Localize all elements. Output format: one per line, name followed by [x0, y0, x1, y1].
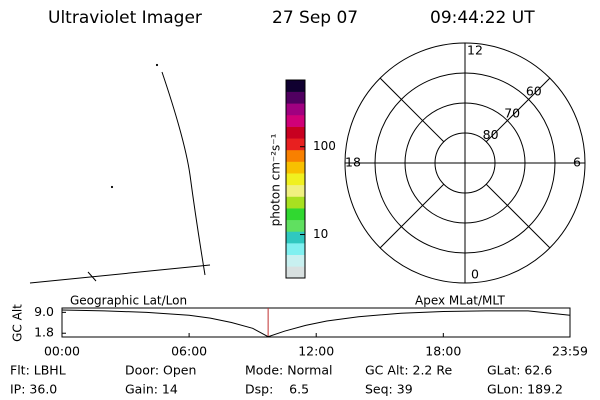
status-field: Door: Open	[125, 363, 196, 378]
x-tick-label: 18:00	[425, 344, 461, 359]
color-swatch	[286, 103, 305, 116]
polar-diag	[485, 77, 551, 143]
status-field: GLon: 189.2	[487, 382, 563, 397]
status-field: Flt: LBHL	[10, 363, 66, 378]
date: 27 Sep 07	[272, 8, 358, 28]
image-panel	[29, 63, 211, 284]
status-field: GLat: 62.6	[487, 363, 552, 378]
status-field: GC Alt: 2.2 Re	[365, 363, 452, 378]
polar-diag	[379, 77, 445, 143]
mlt-label: 6	[573, 155, 581, 170]
x-tick-label: 06:00	[171, 344, 207, 359]
color-swatch	[286, 266, 305, 279]
colorbar-tick-label: 10	[313, 227, 328, 241]
mlt-label: 12	[467, 43, 483, 58]
coast-line	[87, 271, 97, 282]
x-tick-label: 12:00	[298, 344, 334, 359]
color-swatch	[286, 254, 305, 267]
color-swatch	[286, 219, 305, 232]
status-field: Dsp: 6.5	[245, 382, 309, 397]
color-swatch	[286, 231, 305, 244]
altitude-ylabel: GC Alt	[11, 304, 25, 342]
status-field: Mode: Normal	[245, 363, 332, 378]
left-label: Geographic Lat/Lon	[70, 294, 187, 308]
y-tick-label: 9.0	[34, 304, 54, 319]
color-swatch	[286, 91, 305, 104]
status-field: Gain: 14	[125, 382, 178, 397]
color-swatch	[286, 243, 305, 256]
color-swatch	[286, 208, 305, 221]
polar-diag	[379, 183, 445, 249]
x-tick-label: 00:00	[44, 344, 80, 359]
color-swatch	[286, 173, 305, 186]
mlt-label: 18	[345, 155, 361, 170]
color-swatch	[286, 161, 305, 174]
y-tick-label: 1.8	[34, 325, 54, 340]
mlt-label: 0	[471, 267, 479, 282]
lat-label: 80	[483, 127, 499, 142]
colorbar-label: photon cm⁻²s⁻¹	[269, 133, 283, 226]
status-field: IP: 36.0	[10, 382, 57, 397]
polar-diag	[485, 183, 551, 249]
colorbar-tick-label: 100	[313, 139, 336, 153]
instrument: Ultraviolet Imager	[48, 8, 202, 28]
color-swatch	[286, 149, 305, 162]
altitude-line	[61, 309, 571, 338]
color-swatch	[286, 138, 305, 151]
limb-line	[161, 71, 206, 276]
dot	[155, 63, 159, 67]
time: 09:44:22 UT	[430, 8, 535, 28]
color-swatch	[286, 184, 305, 197]
lat-label: 60	[526, 84, 542, 99]
lat-label: 70	[504, 105, 520, 120]
right-label: Apex MLat/MLT	[415, 294, 505, 308]
colorbar-frame	[285, 79, 306, 279]
coast-line	[29, 264, 211, 284]
x-tick-label: 23:59	[552, 344, 588, 359]
color-swatch	[286, 196, 305, 209]
color-swatch	[286, 80, 305, 92]
color-swatch	[286, 114, 305, 127]
color-swatch	[286, 126, 305, 139]
dot	[110, 185, 114, 189]
status-field: Seq: 39	[365, 382, 413, 397]
